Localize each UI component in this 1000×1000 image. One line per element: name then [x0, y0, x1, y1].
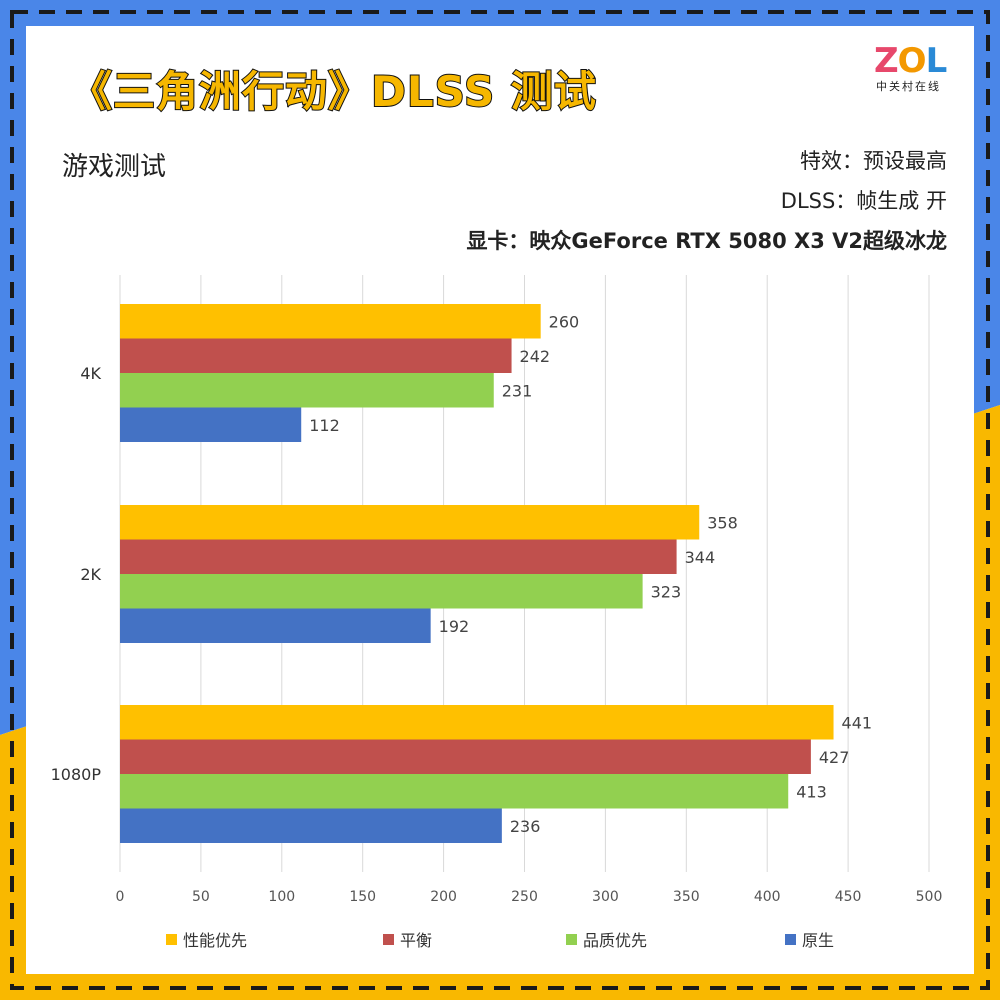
bar-value-label: 441	[842, 713, 873, 732]
legend-item: 性能优先	[166, 928, 247, 950]
bar-value-label: 344	[685, 548, 716, 567]
legend-label: 性能优先	[183, 931, 248, 950]
bar	[120, 304, 541, 339]
logo-letter-l: L	[925, 41, 948, 81]
bar	[120, 705, 834, 740]
bar-value-label: 358	[707, 513, 738, 532]
bar	[120, 574, 643, 609]
setting-dlss: DLSS：帧生成 开	[780, 189, 947, 213]
frame-dashed-border	[10, 10, 990, 990]
legend-label: 品质优先	[583, 931, 648, 950]
y-category-label: 2K	[80, 565, 101, 584]
bar	[120, 808, 502, 843]
bar-value-label: 323	[651, 582, 682, 601]
logo-letter-o: O	[897, 41, 927, 81]
logo-subtext: 中关村在线	[876, 80, 941, 93]
gpu-info: 显卡：映众GeForce RTX 5080 X3 V2超级冰龙	[466, 229, 947, 253]
x-tick-label: 100	[268, 889, 295, 905]
x-tick-label: 50	[192, 889, 210, 905]
bar-value-label: 236	[510, 817, 541, 836]
x-tick-label: 450	[835, 889, 862, 905]
bar	[120, 539, 677, 574]
bar-value-label: 427	[819, 748, 850, 767]
logo-letter-z: Z	[874, 41, 899, 81]
bar	[120, 373, 494, 408]
page-title: 《三角洲行动》DLSS 测试	[69, 66, 597, 117]
legend-item: 原生	[785, 928, 834, 950]
legend-swatch	[166, 933, 177, 945]
bar-value-label: 413	[796, 782, 827, 801]
bar	[120, 338, 512, 373]
bar-value-label: 231	[502, 381, 533, 400]
bar	[120, 739, 811, 774]
legend-swatch	[785, 933, 796, 945]
bar-value-label: 112	[309, 416, 340, 435]
bar-value-label: 192	[439, 617, 470, 636]
legend-item: 品质优先	[566, 928, 647, 950]
x-tick-label: 200	[430, 889, 457, 905]
bar	[120, 505, 700, 540]
x-tick-label: 0	[116, 889, 125, 905]
legend-label: 原生	[802, 931, 835, 950]
legend-swatch	[383, 933, 394, 945]
x-tick-label: 150	[349, 889, 376, 905]
bar-value-label: 260	[549, 312, 580, 331]
legend-label: 平衡	[400, 931, 433, 950]
bar	[120, 608, 431, 643]
chart-subtitle: 游戏测试	[62, 152, 167, 182]
zol-logo: ZOL 中关村在线	[874, 42, 960, 94]
x-tick-label: 250	[511, 889, 538, 905]
legend-item: 平衡	[383, 928, 432, 950]
x-tick-label: 350	[673, 889, 700, 905]
logo-wordmark: ZOL	[874, 41, 948, 81]
x-tick-label: 400	[754, 889, 781, 905]
x-tick-label: 500	[916, 889, 943, 905]
setting-effects: 特效：预设最高	[800, 149, 947, 173]
bar	[120, 407, 302, 442]
legend-swatch	[566, 933, 577, 945]
y-category-label: 4K	[80, 364, 101, 383]
bar	[120, 774, 789, 809]
y-category-label: 1080P	[51, 765, 102, 784]
bar-value-label: 242	[520, 347, 551, 366]
x-tick-label: 300	[592, 889, 619, 905]
